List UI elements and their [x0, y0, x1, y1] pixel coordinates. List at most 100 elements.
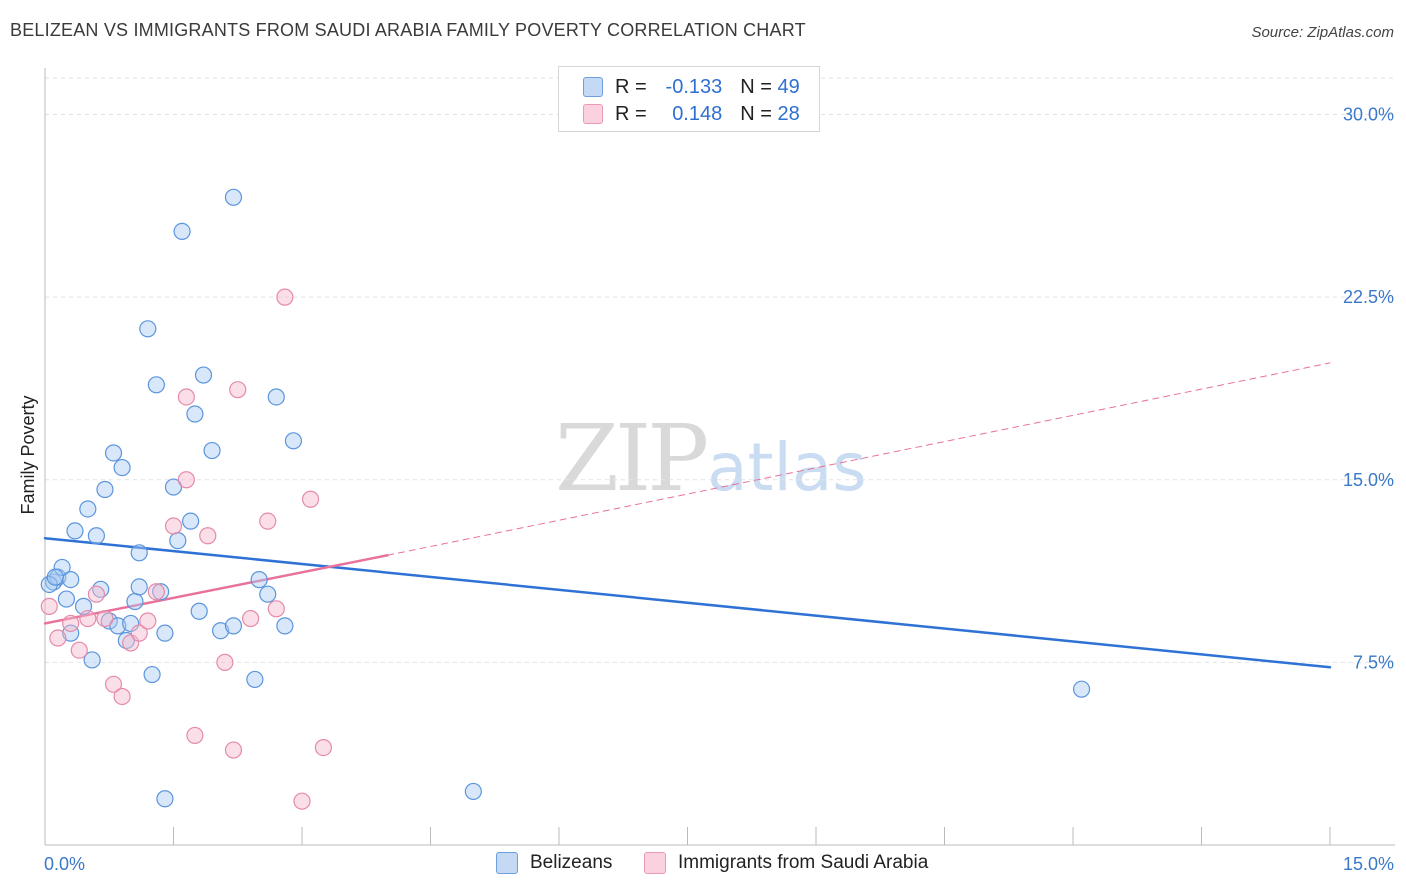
point-belizean: [173, 222, 191, 240]
y-tick-label: 7.5%: [1353, 652, 1394, 672]
r-value: 0.148: [672, 102, 723, 125]
point-belizean: [79, 500, 97, 518]
point-belizean: [250, 570, 268, 589]
point-belizean: [194, 366, 213, 384]
r-value: -0.133: [665, 75, 723, 98]
point-belizean: [96, 480, 114, 499]
legend-swatch-saudi: [644, 852, 666, 874]
trend-line-saudi: [387, 362, 1331, 556]
point-saudi: [40, 597, 58, 615]
point-belizean: [87, 527, 106, 545]
point-saudi: [199, 527, 217, 545]
point-belizean: [276, 617, 294, 635]
point-saudi: [259, 512, 277, 530]
legend-swatch-belizean: [583, 77, 603, 97]
point-belizean: [182, 512, 200, 530]
point-saudi: [139, 612, 157, 630]
axes: [44, 68, 1395, 846]
point-saudi: [70, 641, 88, 659]
point-belizean: [156, 790, 174, 808]
point-belizean: [203, 441, 221, 460]
point-belizean: [143, 665, 161, 684]
point-belizean: [46, 568, 64, 586]
legend-swatch-saudi: [583, 104, 603, 124]
point-saudi: [186, 726, 204, 745]
point-saudi: [177, 388, 195, 406]
y-tick-label: 30.0%: [1343, 105, 1394, 125]
point-belizean: [186, 405, 204, 423]
point-saudi: [113, 687, 131, 706]
legend-swatch-belizeans: [496, 852, 518, 874]
point-belizean: [104, 444, 123, 462]
x-tick-label-min: 0.0%: [44, 854, 85, 874]
chart-title: BELIZEAN VS IMMIGRANTS FROM SAUDI ARABIA…: [10, 20, 806, 40]
r-label: R =: [615, 102, 647, 125]
trend-line-belizean: [43, 536, 1332, 669]
point-belizean: [66, 522, 84, 540]
point-saudi: [293, 792, 311, 810]
point-saudi: [229, 381, 247, 399]
point-belizean: [57, 590, 76, 608]
correlation-legend: R = -0.133 N = 49 R = 0.148 N = 28: [558, 66, 820, 132]
point-belizean: [139, 320, 157, 338]
legend-item-belizeans: Belizeans: [496, 852, 612, 874]
point-saudi: [130, 624, 148, 642]
point-saudi: [177, 471, 195, 489]
point-saudi: [164, 517, 183, 535]
point-saudi: [96, 609, 114, 628]
point-saudi: [122, 634, 140, 652]
point-belizean: [464, 782, 482, 801]
grid-lines: [45, 77, 1395, 663]
point-belizean: [130, 578, 148, 596]
point-saudi: [314, 739, 333, 757]
point-belizean: [122, 614, 140, 633]
point-belizean: [164, 478, 183, 496]
point-saudi: [87, 585, 106, 603]
point-belizean: [109, 617, 127, 635]
point-saudi: [224, 741, 243, 759]
y-tick-label: 15.0%: [1343, 470, 1394, 490]
legend-row-saudi: R = 0.148 N = 28: [583, 101, 800, 127]
legend-label-belizeans: Belizeans: [530, 852, 613, 873]
x-tick-label-max: 15.0%: [1343, 854, 1394, 874]
point-belizean: [224, 188, 243, 206]
source-label: Source: ZipAtlas.com: [1251, 24, 1394, 41]
point-saudi: [104, 675, 123, 693]
point-belizean: [169, 532, 187, 550]
point-belizean: [156, 624, 174, 642]
series-legend: Belizeans Immigrants from Saudi Arabia: [0, 852, 1406, 878]
point-belizean: [62, 624, 80, 642]
trend-line-saudi: [43, 553, 389, 625]
legend-item-saudi: Immigrants from Saudi Arabia: [644, 852, 928, 874]
point-belizean: [53, 558, 71, 577]
legend-row-belizean: R = -0.133 N = 49: [583, 74, 800, 100]
data-points: [40, 188, 1091, 810]
point-saudi: [301, 490, 320, 508]
point-saudi: [216, 653, 234, 671]
point-saudi: [79, 609, 97, 628]
point-belizean: [190, 602, 208, 620]
y-axis-label: Family Poverty: [18, 395, 38, 514]
r-label: R =: [615, 75, 647, 98]
point-saudi: [276, 288, 294, 306]
point-saudi: [267, 600, 285, 618]
point-belizean: [259, 585, 277, 603]
point-belizean: [147, 376, 165, 394]
n-label: N =: [740, 75, 772, 98]
point-saudi: [242, 609, 260, 628]
point-belizean: [212, 622, 230, 640]
y-tick-label: 22.5%: [1343, 287, 1394, 307]
n-value: 49: [777, 75, 800, 98]
point-belizean: [62, 570, 80, 589]
point-saudi: [49, 629, 67, 647]
n-label: N =: [740, 102, 772, 125]
n-value: 28: [777, 102, 800, 125]
point-belizean: [246, 670, 264, 689]
point-belizean: [130, 544, 148, 562]
point-saudi: [147, 583, 165, 601]
legend-label-saudi: Immigrants from Saudi Arabia: [678, 852, 929, 873]
point-belizean: [284, 432, 303, 450]
point-belizean: [113, 458, 131, 477]
point-belizean: [126, 592, 144, 611]
